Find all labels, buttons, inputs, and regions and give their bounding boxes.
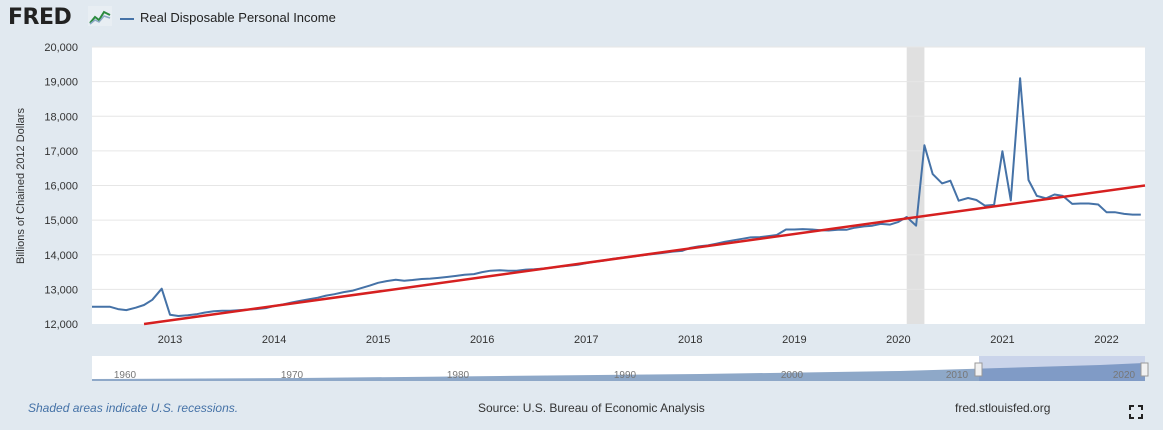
range-navigator[interactable]: 1960 1970 1980 1990 2000 2010 2020 [92, 356, 1149, 381]
header: FRED Real Disposable Personal Income [0, 0, 1163, 34]
recession-note[interactable]: Shaded areas indicate U.S. recessions. [28, 401, 239, 415]
x-tick-label: 2020 [886, 334, 910, 346]
trend-group [143, 184, 1146, 326]
y-tick-label: 15,000 [44, 215, 78, 227]
x-tick-label: 2016 [470, 334, 494, 346]
y-tick-label: 14,000 [44, 250, 78, 262]
y-tick-label: 20,000 [44, 42, 78, 54]
y-axis-labels: 12,000 13,000 14,000 15,000 16,000 17,000 18,0… [44, 42, 78, 331]
navigator-label: 1980 [447, 370, 470, 381]
navigator-selection[interactable] [979, 356, 1145, 381]
y-axis-title: Billions of Chained 2012 Dollars [15, 108, 27, 264]
x-tick-label: 2014 [262, 334, 286, 346]
chart: 12,000 13,000 14,000 15,000 16,000 17,000 18,0… [15, 42, 1149, 381]
trend-line [143, 184, 1146, 326]
y-tick-label: 13,000 [44, 284, 78, 296]
fred-logo[interactable]: FRED [8, 5, 72, 30]
navigator-label: 2010 [946, 370, 969, 381]
x-tick-label: 2017 [574, 334, 598, 346]
y-tick-label: 18,000 [44, 111, 78, 123]
source-text: Source: U.S. Bureau of Economic Analysis [478, 401, 705, 415]
x-tick-label: 2013 [158, 334, 182, 346]
navigator-left-handle[interactable] [974, 362, 983, 377]
navigator-label: 1990 [614, 370, 637, 381]
navigator-label: 1970 [281, 370, 304, 381]
fullscreen-icon[interactable] [1129, 405, 1143, 419]
navigator-right-handle[interactable] [1140, 362, 1149, 377]
x-tick-label: 2021 [990, 334, 1014, 346]
site-link[interactable]: fred.stlouisfed.org [955, 401, 1051, 415]
navigator-labels: 1960 1970 1980 1990 2000 2010 2020 [114, 370, 1136, 381]
legend-swatch [120, 17, 134, 20]
x-tick-label: 2015 [366, 334, 390, 346]
y-tick-label: 17,000 [44, 146, 78, 158]
y-tick-label: 19,000 [44, 77, 78, 89]
navigator-label: 2000 [781, 370, 804, 381]
navigator-label: 2020 [1113, 370, 1136, 381]
grid-lines [92, 46, 1145, 290]
x-tick-label: 2022 [1094, 334, 1118, 346]
y-tick-label: 16,000 [44, 181, 78, 193]
legend-label: Real Disposable Personal Income [140, 10, 336, 25]
y-tick-label: 12,000 [44, 319, 78, 331]
x-tick-label: 2018 [678, 334, 702, 346]
fred-graph-icon [88, 6, 112, 31]
chart-legend[interactable]: Real Disposable Personal Income [120, 10, 336, 25]
x-tick-label: 2019 [782, 334, 806, 346]
navigator-area [92, 363, 1145, 381]
navigator-label: 1960 [114, 370, 137, 381]
x-axis-labels: 2013 2014 2015 2016 2017 2018 2019 2020 2021 2022 [158, 334, 1119, 346]
